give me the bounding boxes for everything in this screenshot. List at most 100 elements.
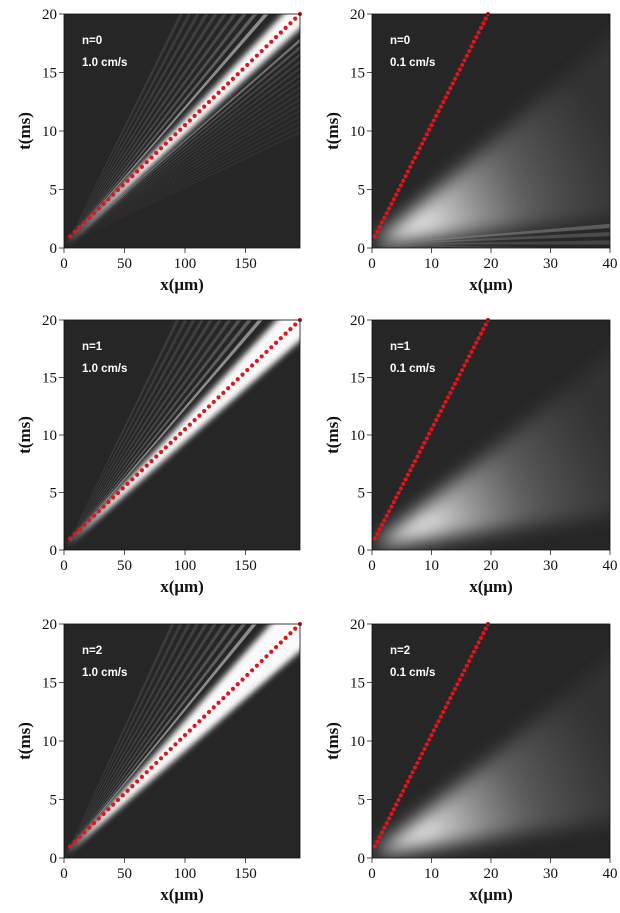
- y-tick-label: 15: [350, 371, 365, 387]
- beam-intensity: [66, 14, 237, 245]
- panel-4: 0 10 20 30 40 0 5 10 15 20 x(μm) t(ms) n=1 0.1 cm/s: [323, 313, 618, 596]
- trajectory-point: [398, 486, 403, 491]
- trajectory-point: [464, 358, 469, 364]
- beam-intensity: [66, 624, 237, 855]
- trajectory-point: [427, 737, 432, 742]
- trajectory-point: [254, 663, 259, 668]
- trajectory-point: [202, 104, 207, 109]
- trajectory-point: [230, 381, 236, 386]
- trajectory-point: [211, 399, 216, 405]
- y-tick-label: 5: [50, 793, 58, 809]
- trajectory-point: [429, 427, 434, 432]
- classical-trajectory: [372, 621, 491, 849]
- beam-intensity: [66, 320, 188, 547]
- trajectory-point: [120, 486, 125, 491]
- trajectory-point: [125, 481, 130, 486]
- x-tick-label: 10: [424, 866, 439, 882]
- trajectory-point: [216, 700, 221, 705]
- x-tick-label: 50: [117, 558, 132, 574]
- trajectory-point: [120, 793, 125, 798]
- panel-3: 0 50 100 150 0 5 10 15 20 x(μm) t(ms) n=1 1.0 cm/s: [15, 313, 303, 596]
- beam-intensity: [66, 320, 242, 547]
- x-tick-label: 100: [174, 558, 197, 574]
- x-axis-label: x(μm): [469, 885, 513, 904]
- trajectory-point: [401, 178, 406, 183]
- trajectory-point: [408, 468, 413, 473]
- trajectory-point: [410, 770, 415, 775]
- y-tick-label: 5: [50, 183, 58, 199]
- trajectory-point: [168, 136, 173, 142]
- trajectory-point: [384, 513, 389, 518]
- y-tick-label: 15: [350, 66, 365, 82]
- trajectory-point: [77, 224, 82, 230]
- trajectory-point: [476, 336, 481, 341]
- panel-velocity-label: 1.0 cm/s: [82, 363, 127, 375]
- trajectory-point: [474, 35, 479, 40]
- trajectory-point: [445, 395, 451, 400]
- trajectory-point: [115, 797, 121, 803]
- trajectory-point: [483, 322, 488, 327]
- trajectory-point: [403, 477, 408, 482]
- panel-velocity-label: 1.0 cm/s: [82, 57, 127, 69]
- trajectory-point: [154, 760, 159, 766]
- trajectory-point: [436, 109, 441, 114]
- trajectory-point: [462, 668, 467, 673]
- beam-intensity: [66, 624, 300, 855]
- trajectory-point: [452, 76, 458, 81]
- trajectory-point: [230, 686, 236, 691]
- trajectory-point: [125, 788, 130, 793]
- trajectory-point: [436, 413, 441, 418]
- x-axis-label: x(μm): [469, 275, 513, 294]
- y-tick-label: 15: [350, 676, 365, 692]
- y-tick-label: 10: [42, 734, 57, 750]
- trajectory-point: [441, 709, 446, 715]
- trajectory-point: [422, 746, 427, 752]
- trajectory-point: [408, 774, 413, 779]
- panel-2: 0 10 20 30 40 0 5 10 15 20 x(μm) t(ms) n=0 0.1 cm/s: [323, 7, 618, 294]
- trajectory-point: [206, 709, 212, 715]
- y-axis-label: t(ms): [323, 416, 342, 454]
- trajectory-point: [481, 327, 486, 332]
- beam-intensity: [374, 38, 610, 245]
- panel-mode-label: n=0: [390, 35, 410, 47]
- trajectory-point: [455, 377, 460, 382]
- y-tick-label: 15: [42, 66, 57, 82]
- trajectory-point: [377, 527, 382, 532]
- trajectory-point: [372, 844, 378, 849]
- trajectory-point: [424, 742, 429, 747]
- trajectory-point: [417, 756, 422, 761]
- x-tick-label: 50: [117, 256, 132, 272]
- beam-intensity: [374, 353, 610, 547]
- trajectory-point: [455, 72, 460, 77]
- y-tick-label: 0: [50, 851, 58, 867]
- x-tick-label: 10: [424, 256, 439, 272]
- y-tick-label: 5: [358, 183, 366, 199]
- trajectory-point: [192, 418, 197, 423]
- trajectory-point: [408, 164, 413, 169]
- trajectory-point: [240, 372, 245, 377]
- trajectory-point: [462, 363, 467, 368]
- trajectory-point: [460, 672, 465, 678]
- beam-intensity: [66, 14, 184, 245]
- trajectory-point: [135, 472, 140, 477]
- trajectory-point: [467, 48, 472, 54]
- trajectory-point: [431, 118, 436, 123]
- trajectory-point: [67, 536, 73, 541]
- trajectory-point: [387, 509, 392, 514]
- trajectory-point: [455, 682, 460, 687]
- trajectory-point: [192, 113, 197, 118]
- trajectory-point: [240, 677, 245, 682]
- trajectory-point: [382, 215, 387, 220]
- trajectory-point: [278, 640, 283, 645]
- intensity-map: [374, 353, 610, 547]
- trajectory-point: [398, 793, 403, 798]
- trajectory-point: [82, 830, 87, 835]
- y-tick-label: 20: [42, 7, 57, 23]
- x-axis-label: x(μm): [469, 577, 513, 596]
- trajectory-point: [448, 696, 453, 701]
- beam-intensity: [66, 624, 208, 855]
- trajectory-point: [235, 682, 240, 687]
- trajectory-point: [384, 211, 389, 216]
- trajectory-point: [264, 349, 269, 354]
- x-axis-label: x(μm): [160, 885, 204, 904]
